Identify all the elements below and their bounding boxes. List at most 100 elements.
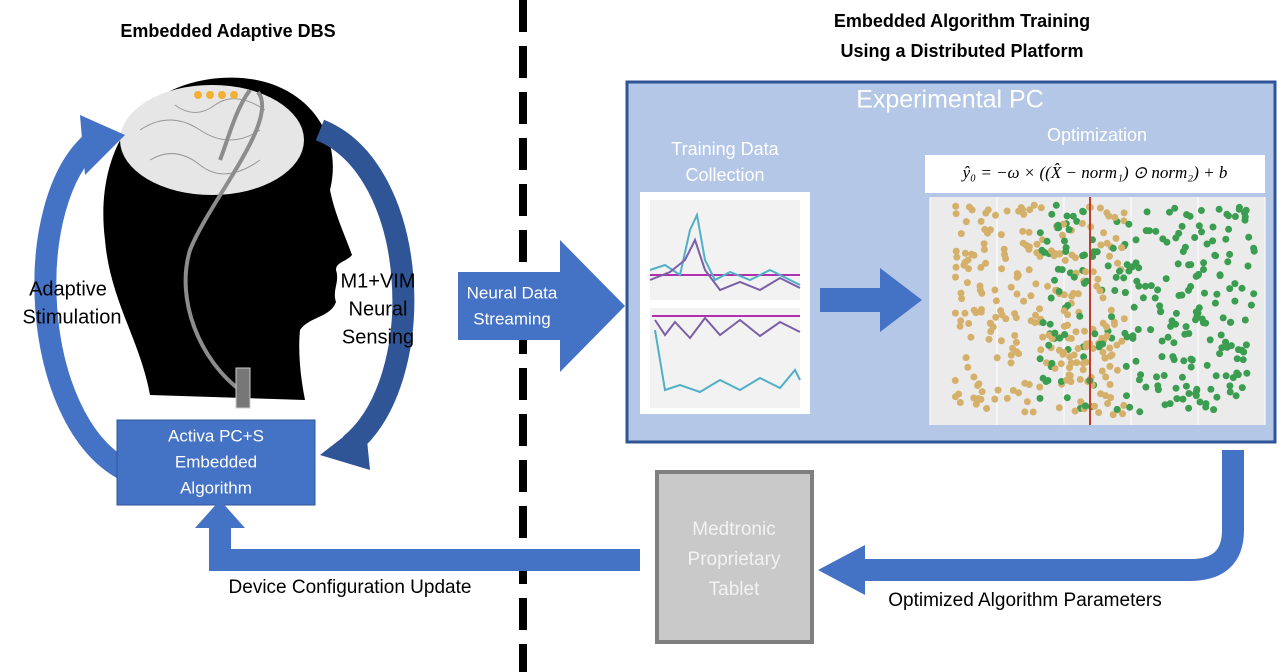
scatter-dot [1036, 394, 1044, 402]
scatter-dot [1195, 222, 1203, 230]
scatter-dot [1203, 240, 1211, 248]
right-title: Embedded Algorithm Training [834, 11, 1090, 31]
scatter-dot [1222, 372, 1230, 380]
scatter-dot [1171, 204, 1179, 212]
scatter-dot [1164, 333, 1172, 341]
scatter-dot [1061, 331, 1069, 338]
scatter-dot [1091, 402, 1098, 410]
scatter-dot [1132, 259, 1140, 267]
tablet-label: Proprietary [688, 549, 781, 570]
arrow [820, 268, 922, 332]
scatter-dot [1226, 250, 1234, 258]
scatter-dot [1130, 303, 1138, 311]
scatter-dot [1222, 235, 1230, 243]
scatter-dot [1052, 201, 1060, 209]
scatter-dot [964, 256, 972, 264]
scatter-dot [1187, 261, 1195, 269]
scatter-dot [1154, 286, 1162, 294]
scatter-dot [1025, 228, 1033, 236]
scatter-dot [997, 337, 1005, 345]
scatter-dot [1070, 273, 1078, 281]
scatter-dot [1152, 227, 1160, 235]
scatter-dot [1163, 238, 1171, 246]
scatter-dot [1132, 357, 1140, 365]
scatter-dot [1250, 244, 1258, 252]
scatter-dot [1061, 237, 1068, 245]
scatter-dot [1066, 353, 1074, 361]
brain [120, 85, 304, 195]
scatter-dot [1059, 231, 1066, 239]
scatter-dot [1044, 282, 1052, 290]
arrowhead [818, 545, 865, 595]
scatter-dot [1125, 220, 1133, 228]
scatter-dot [1013, 270, 1021, 278]
scatter-dot [1040, 248, 1048, 256]
scatter-dot [1059, 220, 1067, 228]
scatter-dot [1202, 319, 1210, 327]
scatter-dot [1043, 237, 1051, 245]
scatter-dot [1158, 337, 1166, 345]
scatter-dot [986, 319, 994, 327]
scatter-dot [1065, 226, 1073, 234]
scatter-dot [980, 240, 988, 248]
scatter-dot [1121, 329, 1129, 337]
scatter-dot [1070, 289, 1077, 297]
scatter-dot [1083, 277, 1091, 285]
scatter-dot [1037, 204, 1045, 212]
scatter-dot [1129, 332, 1137, 340]
scatter-dot [1069, 212, 1077, 220]
signal [654, 329, 801, 394]
scatter-dot [1106, 381, 1114, 388]
scatter-dot [1089, 268, 1097, 276]
electrodes [194, 91, 238, 99]
scatter-dot [1231, 280, 1239, 288]
scatter-dot [1079, 208, 1087, 216]
scatter-dot [1178, 373, 1186, 381]
scatter-dot [1111, 213, 1119, 221]
scatter-dot [992, 313, 1000, 321]
scatter-dot [1007, 351, 1015, 359]
scatter-dot [1182, 323, 1190, 331]
scatter-dot [1082, 358, 1090, 366]
scatter-dot [951, 377, 959, 384]
scatter-dot [1242, 341, 1250, 349]
scatter-points [929, 197, 1266, 425]
scatter-dot [952, 273, 959, 281]
label: Training Data [671, 139, 779, 159]
scatter-dot [1139, 294, 1147, 302]
scatter-dot [1000, 245, 1008, 253]
scatter-dot [1116, 267, 1123, 275]
right-title: Using a Distributed Platform [840, 41, 1083, 61]
scatter-dot [1105, 212, 1113, 220]
scatter-dot [1231, 297, 1239, 305]
device-label: Algorithm [180, 478, 252, 497]
label: Stimulation [23, 306, 122, 328]
scatter-dot [1015, 207, 1023, 215]
scatter-dot [1113, 341, 1121, 349]
scatter-dot [1033, 240, 1041, 248]
scatter-dot [952, 247, 960, 255]
scatter-dot [1173, 395, 1181, 403]
scatter-dot [1181, 243, 1189, 251]
signal-plot [650, 200, 800, 300]
scatter-dot [980, 246, 988, 253]
streaming-arrow [458, 240, 625, 372]
scatter-dot [1096, 204, 1104, 212]
scatter-dot [1104, 400, 1112, 407]
parameters-arrow [860, 450, 1244, 581]
scatter-dot [1225, 225, 1233, 233]
tablet-label: Medtronic [692, 519, 775, 540]
scatter-dot [1133, 277, 1141, 285]
scatter-dot [1181, 330, 1189, 338]
label: Neural [349, 298, 408, 320]
scatter-dot [970, 373, 978, 381]
scatter-dot [1175, 292, 1183, 299]
scatter-dot [952, 210, 960, 218]
scatter-dot [1142, 227, 1150, 235]
scatter-dot [978, 388, 986, 396]
scatter-dot [1039, 333, 1047, 341]
scatter-dot [961, 309, 969, 317]
scatter-dot [1079, 366, 1087, 374]
scatter-dot [1210, 406, 1218, 414]
